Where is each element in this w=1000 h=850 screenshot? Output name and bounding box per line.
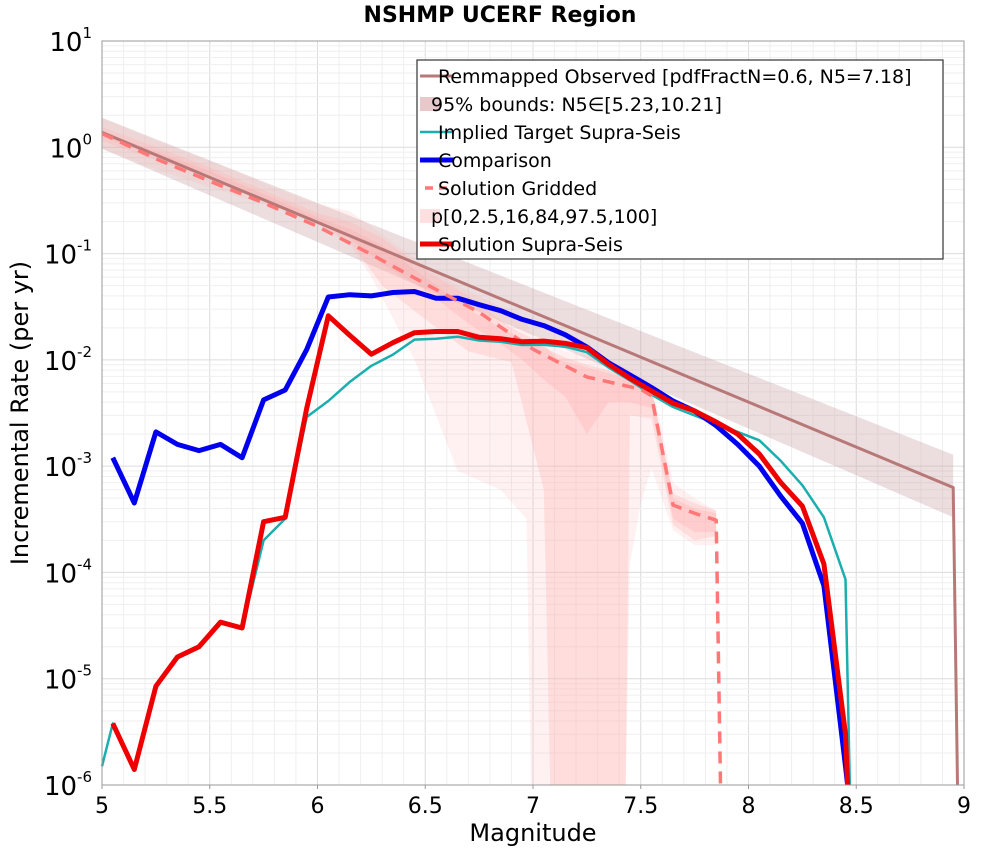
- x-axis-ticks: 5 5.5 6 6.5 7 7.5 8 8.5 9: [95, 785, 971, 819]
- confidence-bands: [102, 117, 954, 786]
- x-tick-label: 7.5: [623, 794, 658, 819]
- y-tick-label: 101: [49, 24, 92, 58]
- x-tick-label: 5.5: [192, 794, 227, 819]
- chart-title: NSHMP UCERF Region: [364, 3, 637, 28]
- legend-label: 95% bounds: N5∈[5.23,10.21]: [431, 94, 722, 116]
- y-tick-label: 10-5: [44, 662, 92, 696]
- series-line: [110, 313, 851, 786]
- legend-box: [416, 59, 944, 260]
- y-axis-ticks: 10-6 10-5 10-4 10-3 10-2 10-1 100 101: [44, 24, 92, 802]
- x-tick-label: 6.5: [408, 794, 443, 819]
- confidence-band: [102, 117, 954, 518]
- series-line: [101, 131, 723, 786]
- legend-label: Comparison: [438, 150, 552, 172]
- x-tick-label: 5: [95, 794, 109, 819]
- legend-label: p[0,2.5,16,84,97.5,100]: [431, 206, 657, 228]
- y-tick-label: 10-6: [44, 768, 92, 802]
- x-tick-label: 7: [526, 794, 540, 819]
- x-tick-label: 8: [742, 794, 756, 819]
- legend-swatch: [420, 97, 440, 111]
- y-axis-label: Incremental Rate (per yr): [6, 261, 34, 565]
- legend-label: Remmapped Observed [pdfFractN=0.6, N5=7.…: [438, 66, 912, 88]
- legend-label: Solution Supra-Seis: [438, 234, 623, 256]
- y-tick-label: 10-1: [44, 237, 92, 271]
- y-tick-label: 10-4: [44, 555, 92, 589]
- x-tick-label: 6: [311, 794, 325, 819]
- y-tick-label: 10-3: [44, 449, 92, 483]
- y-tick-label: 10-2: [44, 343, 92, 377]
- confidence-band: [102, 117, 717, 785]
- series-line: [110, 289, 851, 786]
- y-tick-label: 100: [49, 130, 92, 164]
- x-axis-label: Magnitude: [469, 819, 596, 847]
- legend-label: Implied Target Supra-Seis: [438, 122, 681, 144]
- legend-swatch: [420, 209, 440, 223]
- series-line: [101, 131, 959, 786]
- confidence-band: [102, 127, 717, 786]
- legend: Remmapped Observed [pdfFractN=0.6, N5=7.…: [416, 59, 944, 260]
- x-tick-label: 9: [957, 794, 971, 819]
- legend-label: Solution Gridded: [438, 178, 597, 200]
- series-lines: [100, 131, 959, 786]
- x-tick-label: 8.5: [839, 794, 874, 819]
